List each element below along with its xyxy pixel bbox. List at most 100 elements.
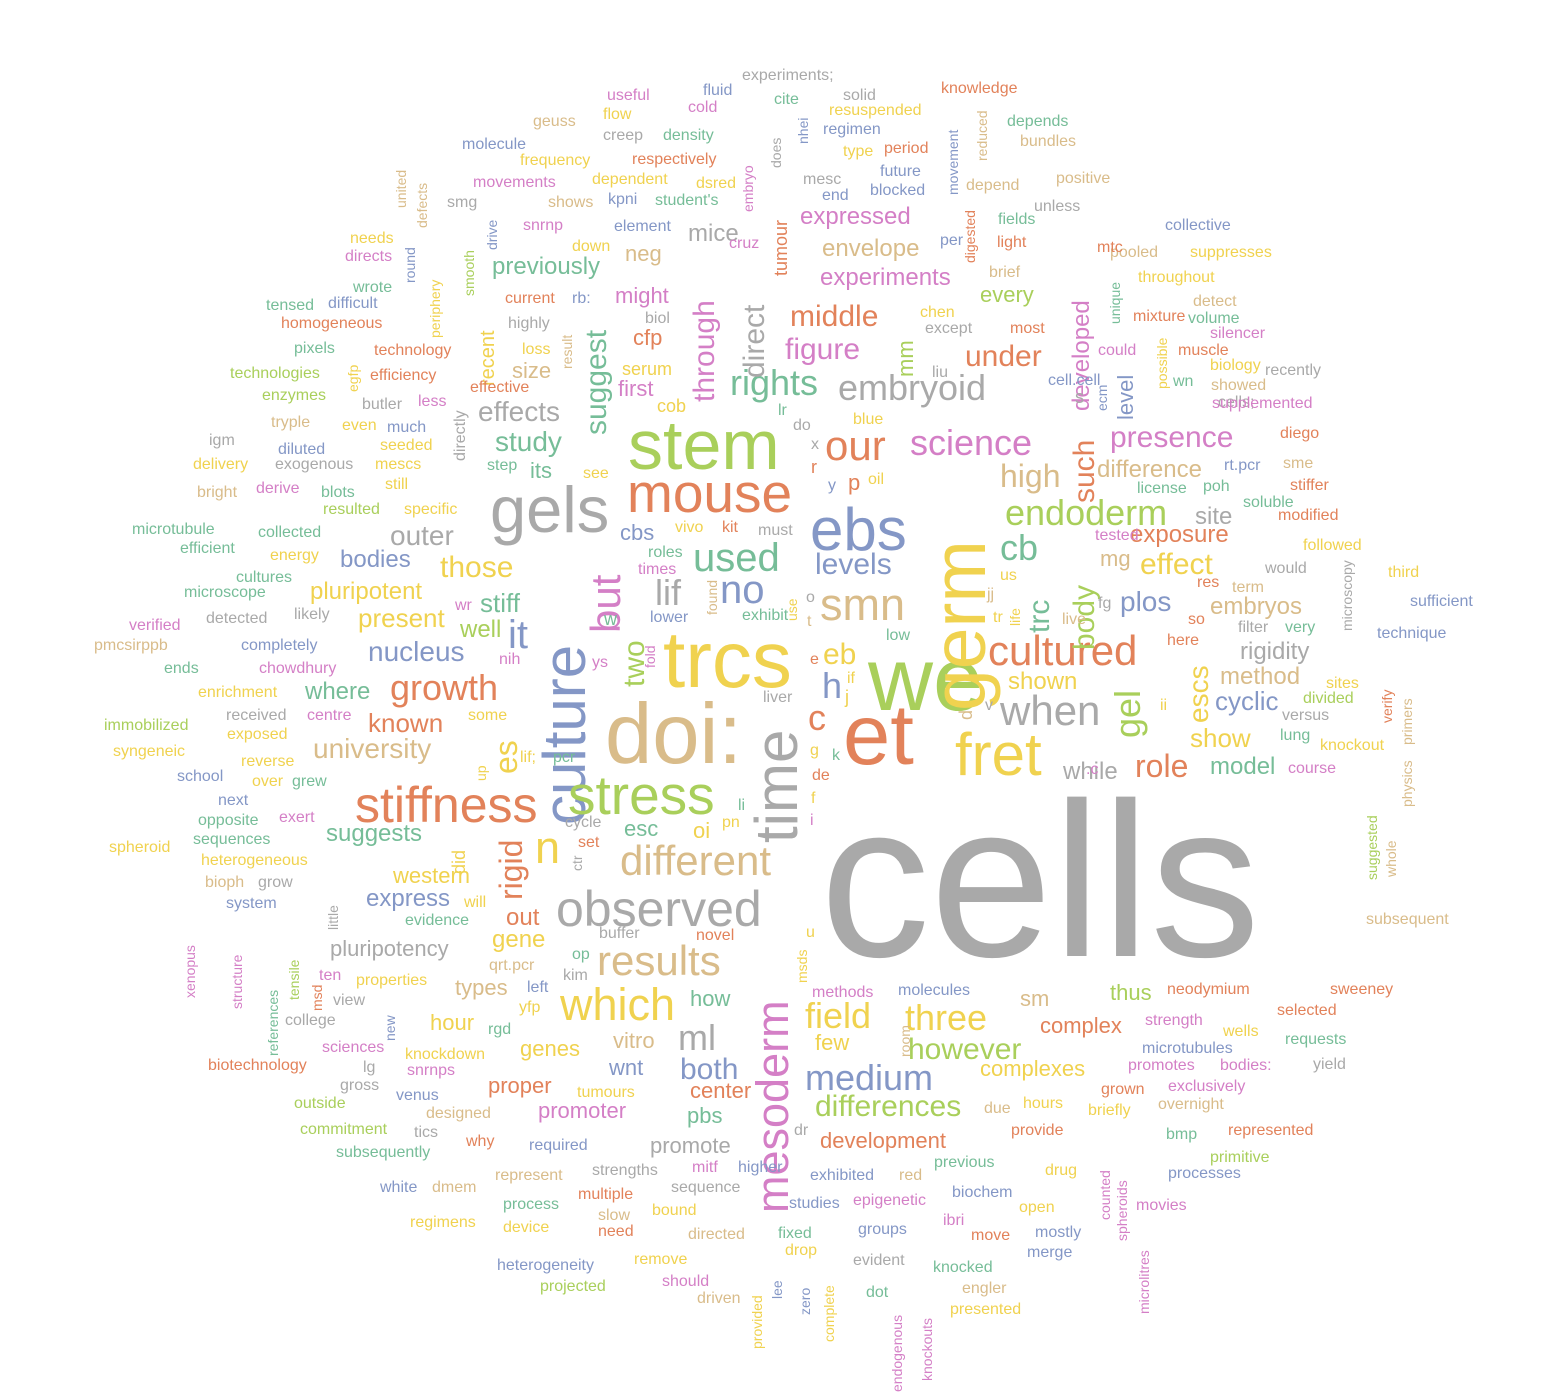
- word-promotes: promotes: [1128, 1057, 1195, 1074]
- word-likely: likely: [294, 606, 330, 623]
- word-through: through: [688, 300, 721, 402]
- word-sciences: sciences: [322, 1039, 385, 1056]
- word-microscope: microscope: [184, 584, 266, 601]
- word-volume: volume: [1188, 310, 1240, 327]
- word-cells: cells;: [1218, 394, 1255, 411]
- word-requests: requests: [1285, 1031, 1347, 1048]
- word-dr: dr: [794, 1122, 809, 1139]
- word-term: term: [1232, 579, 1264, 596]
- word-buffer: buffer: [599, 925, 640, 942]
- word-left: left: [527, 979, 549, 996]
- word-here: here: [1167, 632, 1200, 649]
- word-effective: effective: [470, 379, 530, 396]
- word-molecule: molecule: [462, 136, 527, 153]
- word-bundles: bundles: [1020, 133, 1077, 150]
- word-it: it: [508, 613, 528, 657]
- word-does: does: [768, 137, 784, 168]
- word-lg: lg: [363, 1059, 376, 1076]
- word-w: w: [604, 609, 617, 629]
- word-butler: butler: [362, 396, 403, 413]
- word-reduced: reduced: [974, 110, 990, 161]
- word-zero: zero: [797, 1287, 813, 1315]
- word-nucleus: nucleus: [368, 636, 465, 667]
- word-movement: movement: [945, 129, 961, 195]
- word-license: license: [1137, 480, 1187, 497]
- word-trc: trc: [1023, 599, 1056, 633]
- word-observed: observed: [556, 881, 762, 937]
- word-found: found: [704, 579, 720, 615]
- word-tested: tested: [1095, 527, 1139, 544]
- word-every: every: [980, 282, 1034, 307]
- word-such: such: [1068, 439, 1101, 503]
- word-tr: tr: [993, 609, 1003, 626]
- word-little: little: [325, 905, 341, 930]
- word-qrt-pcr: qrt.pcr: [489, 957, 535, 974]
- word-those: those: [440, 551, 514, 584]
- word-lif: lif;: [520, 749, 536, 766]
- word-study: study: [495, 426, 562, 457]
- word-knockouts: knockouts: [919, 1317, 935, 1381]
- word-strengths: strengths: [592, 1162, 658, 1179]
- word-pluripotent: pluripotent: [310, 578, 423, 605]
- word-present: present: [358, 603, 445, 633]
- word-end: end: [822, 187, 849, 204]
- word-regimen: regimen: [823, 121, 881, 138]
- word-western: western: [393, 863, 471, 888]
- word-c: c: [808, 697, 826, 738]
- word-suggests: suggests: [326, 820, 423, 847]
- word-yfp: yfp: [519, 999, 541, 1016]
- word-rt-pcr: rt.pcr: [1224, 457, 1261, 474]
- word-exert: exert: [279, 809, 315, 826]
- word-enrichment: enrichment: [198, 684, 278, 701]
- word-system: system: [226, 895, 277, 912]
- word-ten: ten: [319, 967, 342, 984]
- word-previously: previously: [492, 253, 601, 280]
- word-directs: directs: [345, 248, 393, 265]
- word-why: why: [466, 1133, 495, 1150]
- word-complexes: complexes: [980, 1056, 1086, 1081]
- word-movements: movements: [473, 174, 556, 191]
- word-difference: difference: [1097, 456, 1202, 483]
- word-multiple: multiple: [578, 1186, 634, 1203]
- word-blue: blue: [853, 411, 884, 428]
- word-bioph: bioph: [205, 874, 245, 891]
- word-collective: collective: [1165, 217, 1231, 234]
- word-our: our: [825, 422, 886, 469]
- word-outside: outside: [294, 1095, 346, 1112]
- word-provide: provide: [1011, 1122, 1064, 1139]
- word-pmcsirppb: pmcsirppb: [94, 637, 168, 654]
- word-complex: complex: [1040, 1013, 1122, 1038]
- word-fields: fields: [998, 211, 1036, 228]
- word-efficient: efficient: [180, 540, 235, 557]
- word-tensed: tensed: [266, 297, 315, 314]
- word-kit: kit: [722, 519, 738, 536]
- word-reverse: reverse: [241, 753, 295, 770]
- word-role: role: [1135, 748, 1189, 784]
- word-evidence: evidence: [405, 912, 470, 929]
- word-few: few: [815, 1030, 850, 1055]
- word-science: science: [910, 422, 1033, 463]
- word-molecules: molecules: [898, 982, 971, 999]
- word-op: op: [572, 946, 590, 963]
- word-tics: tics: [414, 1124, 438, 1141]
- word-need: need: [598, 1223, 634, 1240]
- word-detected: detected: [206, 610, 268, 627]
- word-use: use: [784, 598, 800, 621]
- word-selected: selected: [1277, 1002, 1337, 1019]
- word-dsred: dsred: [696, 175, 737, 192]
- word-rights: rights: [730, 362, 819, 403]
- word-soluble: soluble: [1243, 494, 1294, 511]
- word-merge: merge: [1027, 1244, 1073, 1261]
- word-oil: oil: [868, 471, 885, 488]
- word-et: et: [843, 688, 914, 783]
- word-microlitres: microlitres: [1136, 1250, 1152, 1314]
- word-references: references: [265, 989, 281, 1056]
- word-syngeneic: syngeneic: [113, 743, 186, 760]
- word-bound: bound: [652, 1202, 697, 1219]
- word-tumours: tumours: [577, 1084, 635, 1101]
- word-es: es: [488, 740, 524, 774]
- word-useful: useful: [607, 87, 650, 104]
- word-wnt: wnt: [609, 1055, 644, 1080]
- word-could: could: [1098, 342, 1137, 359]
- word-presented: presented: [950, 1301, 1022, 1318]
